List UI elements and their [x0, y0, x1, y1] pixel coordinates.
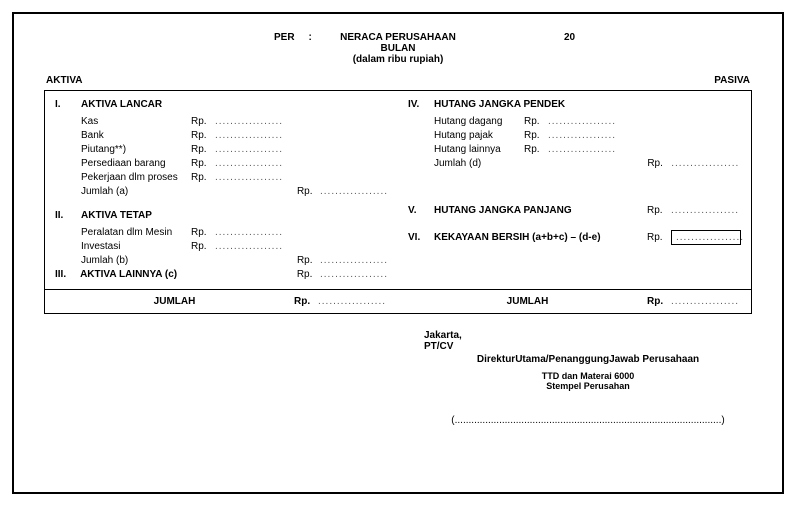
amount-field[interactable]: ..................	[215, 130, 285, 141]
item-label: Peralatan dlm Mesin	[81, 227, 191, 238]
amount-field[interactable]: ..................	[548, 144, 618, 155]
role-label: DirekturUtama/PenanggungJawab Perusahaan	[424, 354, 752, 365]
amount-field[interactable]: ..................	[215, 227, 285, 238]
rp-label: Rp.	[191, 172, 215, 183]
signature-name-line[interactable]: (.......................................…	[424, 415, 752, 426]
ttd-label: TTD dan Materai 6000	[424, 371, 752, 381]
item-label: Bank	[81, 130, 191, 141]
section-title: AKTIVA TETAP	[81, 210, 152, 221]
city-label: Jakarta,	[424, 330, 752, 341]
item-label: Piutang**)	[81, 144, 191, 155]
item-label: Hutang dagang	[434, 116, 524, 127]
section-num: II.	[55, 210, 81, 221]
rp-label: Rp.	[191, 227, 215, 238]
section-num: V.	[408, 205, 434, 216]
amount-field[interactable]: ..................	[671, 296, 741, 307]
page-border: PER : NERACA PERUSAHAAN 20 BULAN (dalam …	[12, 12, 784, 494]
jumlah-label: Jumlah (b)	[81, 255, 187, 266]
amount-field[interactable]: ..................	[548, 130, 618, 141]
rp-label: Rp.	[647, 205, 671, 216]
ptcv-label: PT/CV	[424, 341, 752, 352]
rp-label: Rp.	[191, 158, 215, 169]
amount-field[interactable]: ..................	[671, 205, 741, 216]
section-num: VI.	[408, 232, 434, 243]
rp-label: Rp.	[297, 186, 320, 197]
amount-field[interactable]: ..................	[215, 241, 285, 252]
amount-field[interactable]: ..................	[671, 158, 741, 169]
jumlah-left: JUMLAH	[55, 296, 294, 307]
amount-field[interactable]: ..................	[318, 296, 388, 307]
per-colon: :	[308, 32, 311, 43]
amount-field[interactable]: ..................	[320, 255, 388, 266]
amount-field[interactable]: ..................	[320, 269, 388, 280]
amount-field[interactable]: ..................	[215, 116, 285, 127]
amount-field[interactable]: ..................	[320, 186, 388, 197]
pasiva-label: PASIVA	[714, 75, 750, 86]
section-title: AKTIVA LAINNYA (c)	[80, 269, 186, 280]
rp-label: Rp.	[524, 130, 548, 141]
per-label: PER	[274, 32, 295, 43]
section-title: HUTANG JANGKA PANJANG	[434, 205, 647, 216]
rp-label: Rp.	[647, 296, 671, 307]
rp-label: Rp.	[297, 269, 320, 280]
item-label: Persediaan barang	[81, 158, 191, 169]
amount-field[interactable]: ..................	[215, 172, 285, 183]
section-title: AKTIVA LANCAR	[81, 99, 162, 110]
amount-field[interactable]: ..................	[215, 158, 285, 169]
rp-label: Rp.	[647, 158, 671, 169]
rp-label: Rp.	[647, 232, 671, 243]
signature-block: Jakarta, PT/CV DirekturUtama/PenanggungJ…	[424, 330, 752, 426]
rp-label: Rp.	[524, 144, 548, 155]
item-label: Pekerjaan dlm proses	[81, 172, 191, 183]
section-title: KEKAYAAN BERSIH (a+b+c) – (d-e)	[434, 232, 647, 243]
rp-label: Rp.	[191, 130, 215, 141]
pasiva-column: IV. HUTANG JANGKA PENDEK Hutang dagangRp…	[398, 91, 751, 289]
jumlah-label: Jumlah (a)	[81, 186, 187, 197]
year-label: 20	[564, 32, 575, 43]
side-labels: AKTIVA PASIVA	[44, 75, 752, 86]
balance-table: I. AKTIVA LANCAR KasRp..................…	[44, 90, 752, 314]
table-footer: JUMLAH Rp. .................. JUMLAH Rp.…	[45, 289, 751, 313]
stempel-label: Stempel Perusahan	[424, 381, 752, 391]
section-title: HUTANG JANGKA PENDEK	[434, 99, 565, 110]
amount-field[interactable]: ..................	[548, 116, 618, 127]
rp-label: Rp.	[294, 296, 318, 307]
section-num: I.	[55, 99, 81, 110]
net-worth-field[interactable]: ..................	[671, 230, 741, 245]
rp-label: Rp.	[297, 255, 320, 266]
rp-label: Rp.	[191, 144, 215, 155]
subtitle: (dalam ribu rupiah)	[44, 54, 752, 65]
item-label: Hutang lainnya	[434, 144, 524, 155]
title: NERACA PERUSAHAAN	[340, 32, 456, 43]
form-header: PER : NERACA PERUSAHAAN 20 BULAN (dalam …	[44, 32, 752, 65]
section-num: IV.	[408, 99, 434, 110]
rp-label: Rp.	[524, 116, 548, 127]
rp-label: Rp.	[191, 241, 215, 252]
jumlah-label: Jumlah (d)	[434, 158, 524, 169]
jumlah-right: JUMLAH	[408, 296, 647, 307]
item-label: Kas	[81, 116, 191, 127]
rp-label: Rp.	[191, 116, 215, 127]
item-label: Hutang pajak	[434, 130, 524, 141]
aktiva-label: AKTIVA	[46, 75, 82, 86]
amount-field[interactable]: ..................	[215, 144, 285, 155]
item-label: Investasi	[81, 241, 191, 252]
bulan-label: BULAN	[44, 43, 752, 54]
aktiva-column: I. AKTIVA LANCAR KasRp..................…	[45, 91, 398, 289]
section-num: III.	[55, 269, 80, 280]
